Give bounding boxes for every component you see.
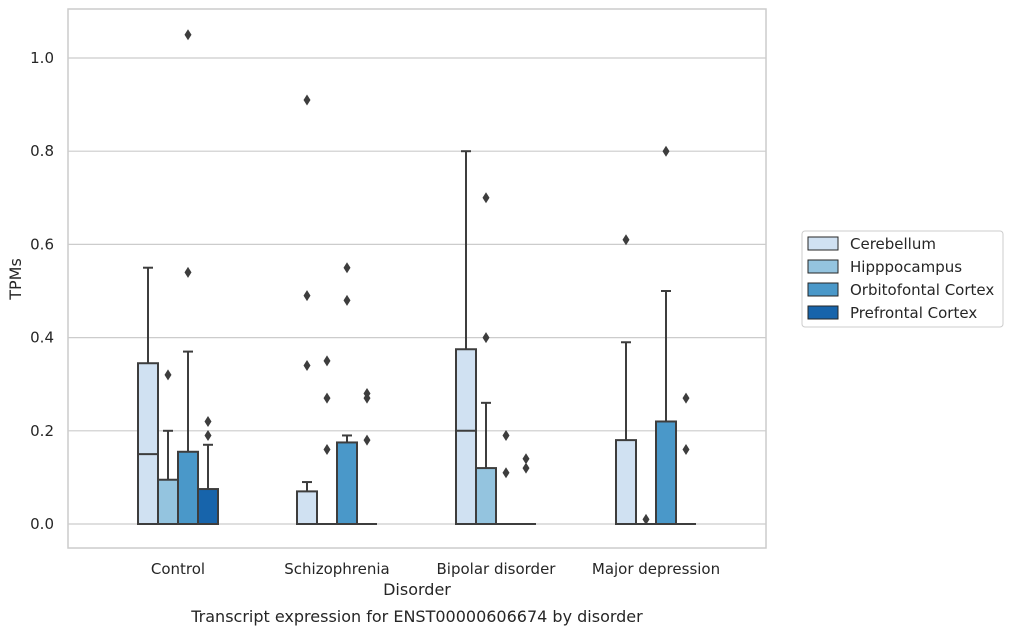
box-prefrontal-cortex	[676, 392, 696, 525]
outlier-point	[622, 234, 630, 246]
box-body	[655, 420, 677, 526]
x-ticks: Control Schizophrenia Bipolar disorder Majo…	[151, 560, 720, 578]
outlier-point	[303, 290, 311, 302]
box-body	[197, 488, 219, 525]
outlier-point	[662, 145, 670, 157]
box-hipppocampus	[475, 192, 497, 525]
legend: Cerebellum Hipppocampus Orbitofontal Corte…	[801, 230, 1004, 328]
box-body	[296, 490, 318, 526]
x-tick-label: Control	[151, 560, 205, 578]
box-prefrontal-cortex	[357, 388, 377, 525]
box-body	[157, 478, 179, 526]
x-tick-label: Bipolar disorder	[437, 560, 557, 578]
outlier-point	[642, 513, 650, 525]
box-cerebellum	[455, 150, 477, 525]
y-tick-label: 1.0	[30, 49, 54, 67]
outlier-point	[522, 462, 530, 474]
outlier-point	[482, 332, 490, 344]
outlier-point	[323, 443, 331, 455]
y-tick-label: 0.4	[30, 329, 54, 347]
box-body	[615, 439, 637, 525]
box-hipppocampus	[157, 369, 179, 526]
outlier-point	[682, 392, 690, 404]
y-tick-label: 0.8	[30, 142, 54, 160]
outlier-point	[204, 429, 212, 441]
box-body	[336, 441, 358, 526]
outlier-point	[522, 453, 530, 465]
outlier-point	[323, 355, 331, 367]
box-body	[137, 362, 159, 526]
outlier-point	[303, 360, 311, 372]
legend-label: Hipppocampus	[850, 258, 962, 276]
box-cerebellum	[615, 234, 637, 525]
outlier-point	[502, 467, 510, 479]
legend-label: Orbitofontal Cortex	[850, 281, 994, 299]
box-orbitofontal-cortex	[496, 429, 516, 525]
legend-swatch	[807, 282, 839, 297]
y-tick-label: 0.2	[30, 422, 54, 440]
outlier-point	[184, 29, 192, 41]
box-cerebellum	[296, 94, 318, 526]
y-tick-label: 0.0	[30, 515, 54, 533]
boxes	[137, 29, 696, 526]
outlier-point	[184, 266, 192, 278]
box-prefrontal-cortex	[516, 453, 536, 525]
legend-frame	[801, 230, 1004, 328]
box-prefrontal-cortex	[197, 415, 219, 525]
x-tick-label: Major depression	[592, 560, 720, 578]
legend-swatch	[807, 305, 839, 320]
outlier-point	[303, 94, 311, 106]
outlier-point	[502, 429, 510, 441]
box-orbitofontal-cortex	[655, 145, 677, 526]
box-cerebellum	[137, 266, 159, 526]
box-orbitofontal-cortex	[336, 262, 358, 526]
chart-caption: Transcript expression for ENST0000060667…	[190, 607, 643, 626]
outlier-point	[204, 415, 212, 427]
outlier-point	[363, 434, 371, 446]
y-ticks: 0.0 0.2 0.4 0.6 0.8 1.0	[30, 49, 54, 533]
y-tick-label: 0.6	[30, 235, 54, 253]
box-hipppocampus	[636, 513, 656, 525]
x-axis-title: Disorder	[383, 580, 451, 599]
box-orbitofontal-cortex	[177, 29, 199, 525]
outlier-point	[343, 262, 351, 274]
legend-label: Prefrontal Cortex	[850, 304, 977, 322]
outlier-point	[363, 392, 371, 404]
outlier-point	[164, 369, 172, 381]
box-hipppocampus	[317, 355, 337, 525]
outlier-point	[682, 443, 690, 455]
box-body	[475, 467, 497, 525]
plot-frame	[67, 8, 767, 549]
legend-label: Cerebellum	[850, 235, 936, 253]
box-body	[177, 450, 199, 525]
x-tick-label: Schizophrenia	[284, 560, 389, 578]
outlier-point	[482, 192, 490, 204]
legend-swatch	[807, 259, 839, 274]
outlier-point	[323, 392, 331, 404]
outlier-point	[343, 294, 351, 306]
legend-swatch	[807, 236, 839, 251]
box-body	[455, 348, 477, 525]
y-axis-title: TPMs	[6, 258, 25, 301]
